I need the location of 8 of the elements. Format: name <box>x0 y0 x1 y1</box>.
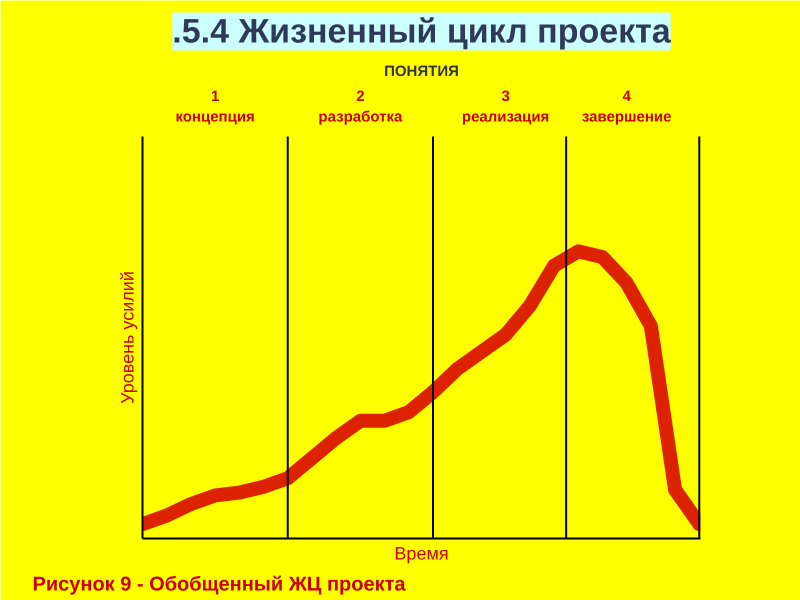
x-axis-title: Время <box>394 544 449 564</box>
x-tick-label: 4 завершение <box>582 88 672 126</box>
x-tick-label: 1 концепция <box>175 88 255 126</box>
x-tick-label: 3 реализация <box>462 88 550 126</box>
y-axis-title: Уровень усилий <box>118 271 138 404</box>
x2-axis-title: ПОНЯТИЯ <box>384 63 459 80</box>
text: Рисунок 9 - Обобщенный ЖЦ проекта <box>32 574 406 596</box>
x-tick-label: 2 разработка <box>318 88 403 126</box>
